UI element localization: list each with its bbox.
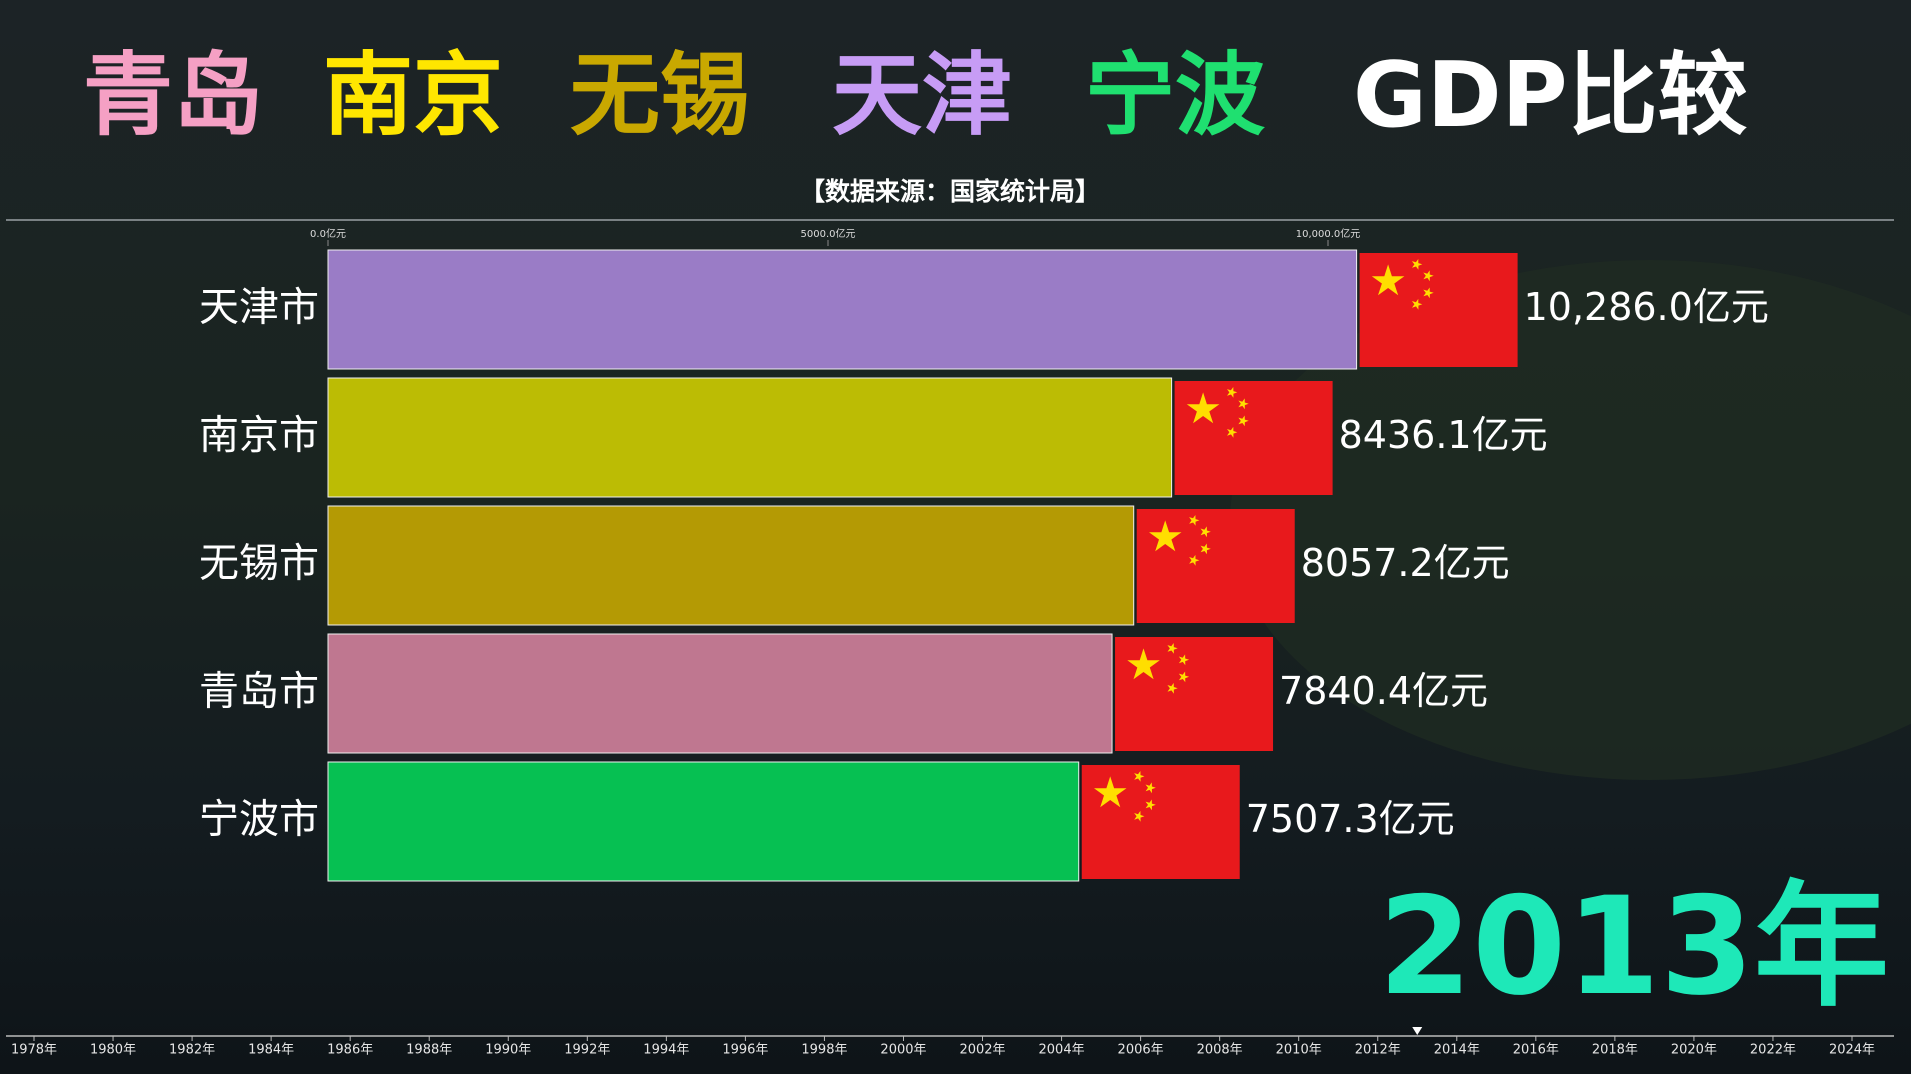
value-label: 10,286.0亿元 [1524, 285, 1769, 329]
flag [1136, 509, 1295, 623]
timeline-label: 1986年 [327, 1043, 373, 1058]
flag [1081, 765, 1240, 879]
flag-star [1094, 776, 1127, 808]
flag-star [1127, 648, 1160, 680]
category-label: 青岛市 [199, 669, 319, 715]
background-shape [1230, 260, 1911, 780]
flag-star [1145, 799, 1156, 811]
timeline-label: 2002年 [959, 1043, 1005, 1058]
flag-field [1115, 637, 1274, 751]
value-label: 8436.1亿元 [1339, 413, 1548, 457]
bar [327, 505, 1135, 626]
timeline-label: 2020年 [1671, 1043, 1717, 1058]
category-label: 南京市 [199, 413, 319, 459]
flag-field [1136, 509, 1295, 623]
title-word: GDP比较 [1353, 43, 1748, 148]
timeline-label: 1980年 [90, 1043, 136, 1058]
bar [327, 761, 1080, 882]
flag-star [1134, 810, 1145, 822]
flag-field [1174, 381, 1333, 495]
flag-star [1227, 426, 1238, 438]
flag-star [1371, 264, 1405, 296]
flag-star [1149, 520, 1182, 552]
timeline-label: 1990年 [485, 1043, 531, 1058]
flag-star [1200, 543, 1211, 555]
subtitle: 【数据来源：国家统计局】 [800, 177, 1100, 206]
timeline-label: 2012年 [1355, 1043, 1401, 1058]
timeline-label: 2024年 [1829, 1043, 1875, 1058]
flag-star [1423, 270, 1434, 282]
flag-star [1145, 782, 1156, 794]
timeline-label: 2000年 [880, 1043, 926, 1058]
timeline-marker [1412, 1027, 1423, 1035]
timeline-label: 1988年 [406, 1043, 452, 1058]
bar [327, 377, 1173, 498]
flag-star [1134, 771, 1145, 782]
flag-star [1227, 387, 1238, 398]
bar [327, 633, 1113, 754]
flag-star [1178, 671, 1190, 683]
flag-star [1189, 515, 1200, 526]
timeline-label: 2010年 [1276, 1043, 1322, 1058]
flag-field [1081, 765, 1240, 879]
flag-star [1167, 682, 1178, 694]
x-tick-label: 0.0亿元 [310, 227, 346, 240]
x-tick-label: 10,000.0亿元 [1296, 227, 1361, 240]
flag-star [1167, 643, 1178, 654]
timeline-label: 1996年 [722, 1043, 768, 1058]
value-label: 7840.4亿元 [1279, 669, 1488, 713]
title-word: 南京 [323, 43, 503, 148]
flag [1174, 381, 1333, 495]
flag-field [1359, 253, 1518, 367]
timeline-label: 2014年 [1434, 1043, 1480, 1058]
timeline-label: 1994年 [643, 1043, 689, 1058]
title-word: 天津 [832, 43, 1012, 148]
flag-star [1186, 392, 1220, 424]
title-word: 宁波 [1085, 43, 1265, 148]
flag-star [1189, 554, 1200, 566]
value-label: 7507.3亿元 [1246, 797, 1455, 841]
timeline-label: 1984年 [248, 1043, 294, 1058]
timeline-label: 1998年 [801, 1043, 847, 1058]
timeline-label: 2018年 [1592, 1043, 1638, 1058]
flag-star [1411, 259, 1423, 270]
flag-star [1411, 298, 1423, 310]
x-tick-label: 5000.0亿元 [801, 227, 856, 240]
timeline-label: 2008年 [1197, 1043, 1243, 1058]
title-word: 青岛 [83, 43, 263, 148]
flag-star [1200, 526, 1211, 538]
timeline-label: 2006年 [1118, 1043, 1164, 1058]
category-label: 宁波市 [199, 797, 319, 843]
timeline-label: 2016年 [1513, 1043, 1559, 1058]
category-label: 无锡市 [199, 541, 319, 587]
title-word: 无锡 [570, 43, 750, 148]
timeline-label: 1982年 [169, 1043, 215, 1058]
flag [1115, 637, 1274, 751]
value-label: 8057.2亿元 [1301, 541, 1510, 585]
flag-star [1423, 287, 1434, 299]
timeline-label: 1992年 [564, 1043, 610, 1058]
flag-star [1238, 415, 1249, 427]
category-label: 天津市 [199, 285, 319, 331]
year-label: 2013年 [1378, 868, 1889, 1025]
timeline-label: 1978年 [11, 1043, 57, 1058]
flag [1359, 253, 1518, 367]
timeline-label: 2022年 [1750, 1043, 1796, 1058]
flag-star [1238, 398, 1249, 410]
flag-star [1178, 654, 1190, 666]
timeline-label: 2004年 [1039, 1043, 1085, 1058]
bar [327, 249, 1358, 370]
